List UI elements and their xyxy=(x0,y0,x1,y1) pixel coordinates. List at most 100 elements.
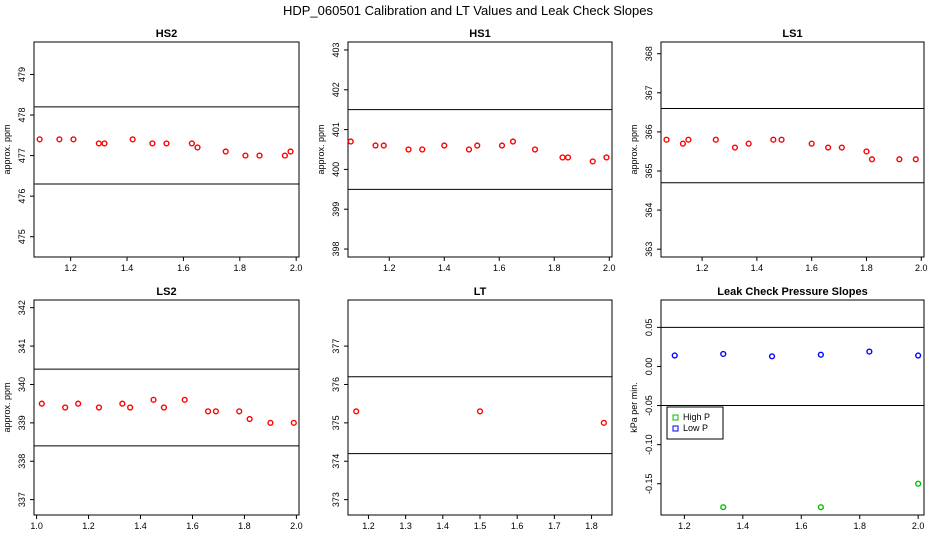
data-point xyxy=(817,351,824,358)
data-point xyxy=(347,138,354,145)
data-point xyxy=(915,352,922,359)
data-point xyxy=(603,154,610,161)
legend-swatch xyxy=(672,425,679,432)
data-point xyxy=(353,408,360,415)
panel-6: Leak Check Pressure Slopes 1.2 1.4 1.6 1.8 2.… xyxy=(629,286,925,531)
data-point xyxy=(817,504,824,511)
y-tick-label: 364 xyxy=(644,203,654,218)
y-tick-label: 401 xyxy=(331,122,341,137)
x-tick-label: 1.8 xyxy=(548,263,561,273)
data-point xyxy=(160,404,168,411)
data-point xyxy=(246,415,253,423)
x-tick-label: 1.5 xyxy=(474,521,487,531)
x-tick-label: 2.0 xyxy=(290,521,303,531)
data-point xyxy=(745,140,752,147)
data-point xyxy=(36,136,43,143)
data-point xyxy=(868,156,876,163)
x-tick-label: 1.4 xyxy=(134,521,147,531)
y-tick-label: 478 xyxy=(17,108,27,123)
panel-title: LS2 xyxy=(156,286,176,298)
data-point xyxy=(915,480,922,487)
data-point xyxy=(290,419,297,426)
data-point xyxy=(236,408,243,415)
x-tick-label: 1.6 xyxy=(511,521,524,531)
y-tick-label: 373 xyxy=(331,492,341,507)
data-point xyxy=(679,140,687,147)
data-point xyxy=(465,146,473,153)
data-point xyxy=(419,146,426,153)
legend-label: High P xyxy=(683,412,710,422)
y-axis-label: approx. ppm xyxy=(2,124,12,174)
data-point xyxy=(281,152,289,159)
y-tick-label: 402 xyxy=(331,82,341,97)
y-tick-label: 399 xyxy=(331,202,341,217)
y-tick-label: 376 xyxy=(331,377,341,392)
x-tick-label: 1.2 xyxy=(64,263,77,273)
data-point xyxy=(62,404,69,411)
y-axis-label: approx. ppm xyxy=(629,124,639,174)
data-point xyxy=(912,156,919,163)
y-tick-label: 365 xyxy=(644,163,654,178)
x-tick-label: 2.0 xyxy=(290,263,303,273)
y-tick-label: 398 xyxy=(331,242,341,257)
data-point xyxy=(119,400,126,407)
panel-4: LS2 1.0 1.2 1.4 1.6 1.8 2.0 337 338 339 340 341 342 a… xyxy=(2,286,303,531)
data-point xyxy=(770,136,777,143)
data-point xyxy=(101,140,108,147)
data-point xyxy=(188,140,195,147)
x-tick-label: 2.0 xyxy=(912,521,925,531)
y-tick-label: 477 xyxy=(17,148,27,163)
legend-box xyxy=(666,406,724,440)
data-point xyxy=(712,136,719,143)
data-point xyxy=(150,396,157,403)
x-tick-label: 1.6 xyxy=(795,521,808,531)
data-point xyxy=(474,142,481,149)
y-tick-label: 363 xyxy=(644,242,654,257)
y-axis-label: kPa per min. xyxy=(629,382,639,433)
plot-frame xyxy=(347,299,613,516)
data-point xyxy=(896,156,903,163)
y-tick-label: 374 xyxy=(331,454,341,469)
main-title: HDP_060501 Calibration and LT Values and… xyxy=(283,3,654,18)
y-tick-label: 341 xyxy=(17,339,27,354)
data-point xyxy=(70,136,77,143)
data-point xyxy=(38,400,45,407)
legend-label: Low P xyxy=(683,423,708,433)
data-point xyxy=(194,144,201,151)
data-point xyxy=(56,136,63,143)
x-tick-label: 1.3 xyxy=(399,521,412,531)
data-point xyxy=(589,158,596,165)
y-tick-label: 366 xyxy=(644,124,654,139)
x-tick-label: 1.6 xyxy=(186,521,199,531)
x-tick-label: 1.2 xyxy=(383,263,396,273)
y-tick-label: 0.05 xyxy=(644,319,654,337)
y-tick-label: 479 xyxy=(17,67,27,82)
plot-frame xyxy=(660,41,925,258)
data-point xyxy=(838,144,845,151)
data-point xyxy=(287,148,294,155)
x-tick-label: 1.4 xyxy=(751,263,764,273)
data-point xyxy=(149,140,156,147)
panel-5: LT 1.2 1.3 1.4 1.5 1.6 1.7 1.8 373 374 375 376 377 xyxy=(331,286,613,531)
y-tick-label: 338 xyxy=(17,454,27,469)
data-point xyxy=(256,152,263,159)
x-tick-label: 1.6 xyxy=(493,263,506,273)
x-tick-label: 1.6 xyxy=(177,263,190,273)
x-tick-label: 1.2 xyxy=(696,263,709,273)
plot-frame xyxy=(33,299,300,516)
panel-title: LT xyxy=(474,286,487,298)
y-tick-label: -0.05 xyxy=(644,395,654,416)
data-point xyxy=(441,142,448,149)
data-point xyxy=(564,154,572,161)
data-point xyxy=(778,136,785,143)
y-tick-label: 475 xyxy=(17,229,27,244)
y-tick-label: 367 xyxy=(644,85,654,100)
y-tick-label: 342 xyxy=(17,300,27,315)
x-tick-label: 2.0 xyxy=(915,263,928,273)
y-axis-label: approx. ppm xyxy=(2,382,12,432)
x-tick-label: 1.4 xyxy=(737,521,750,531)
panel-title: HS2 xyxy=(156,28,177,40)
panel-title: Leak Check Pressure Slopes xyxy=(717,286,867,298)
